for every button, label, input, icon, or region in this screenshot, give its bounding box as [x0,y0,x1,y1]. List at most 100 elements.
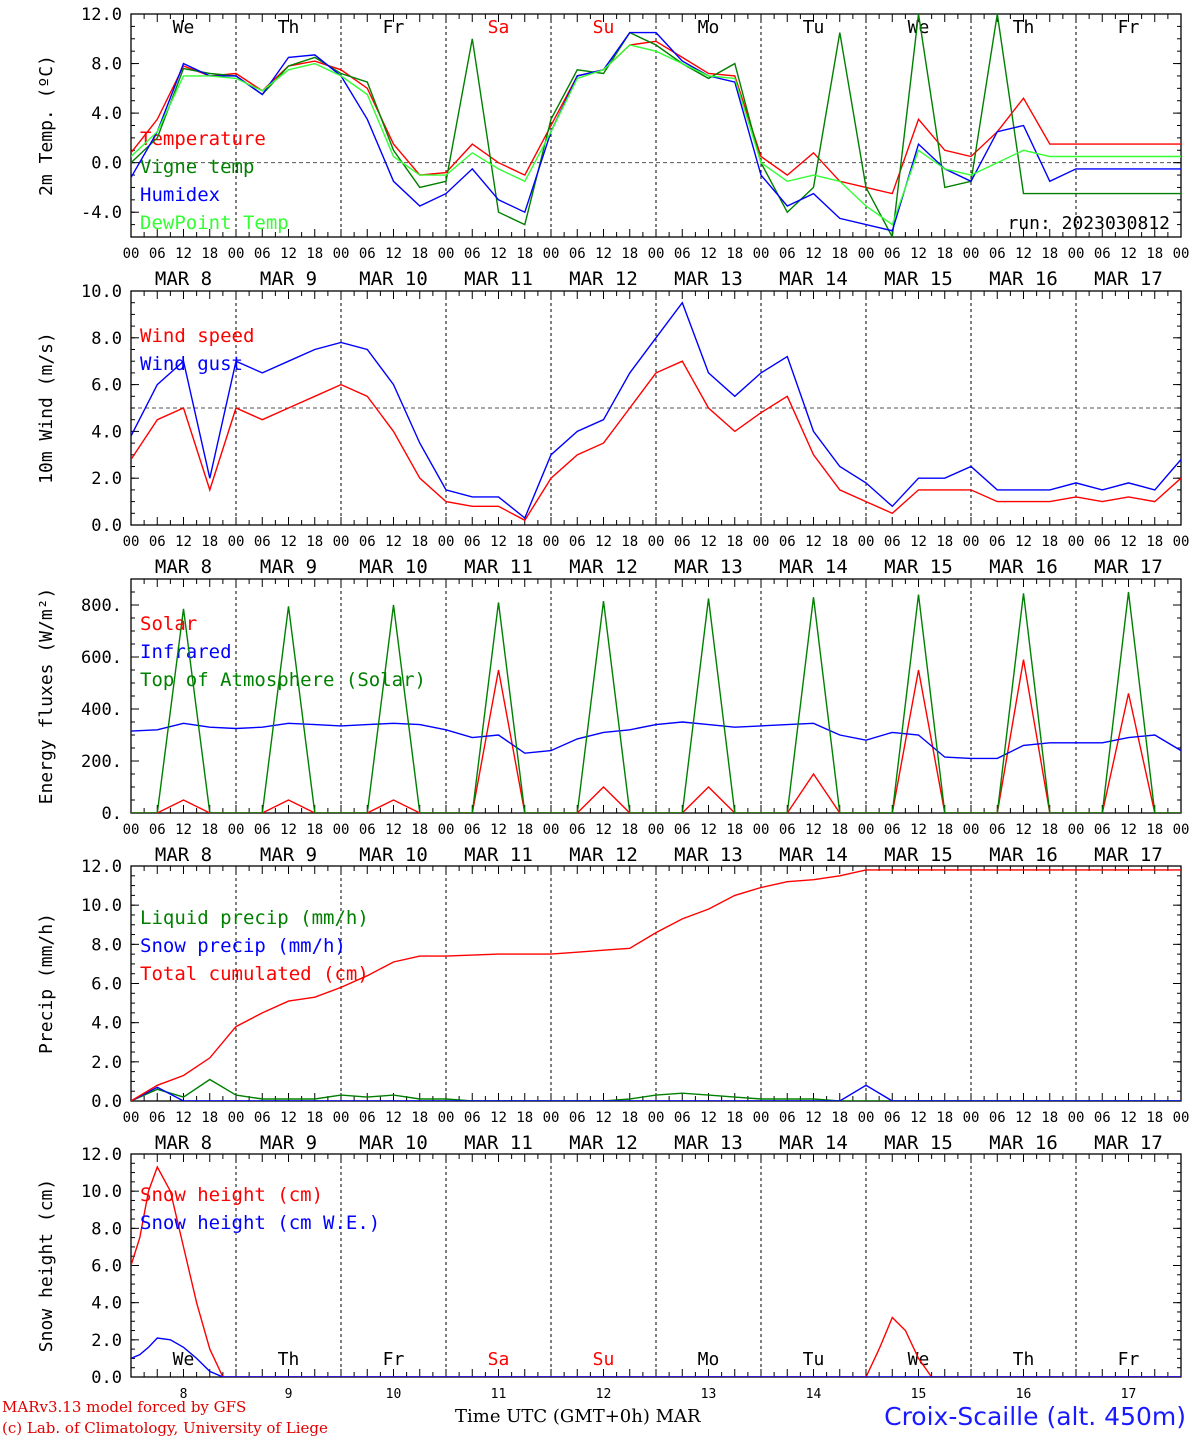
hour-label: 12 [805,246,822,262]
date-label: MAR 17 [1094,268,1163,290]
hour-label: 18 [936,822,953,838]
y-tick-label: 4.0 [91,1014,122,1034]
hour-label: 00 [858,1110,875,1126]
date-label: MAR 8 [155,556,212,578]
hour-label: 00 [963,246,980,262]
hour-label: 00 [543,1110,560,1126]
legend-entry: Snow precip (mm/h) [140,935,346,957]
hour-label: 00 [123,822,140,838]
date-label: MAR 13 [674,556,743,578]
hour-label: 18 [936,246,953,262]
hour-label: 06 [674,1110,691,1126]
date-label: MAR 11 [464,1132,533,1154]
date-label: MAR 10 [359,844,428,866]
y-axis-label: Energy fluxes (W/m²) [36,588,57,805]
model-credit: MARv3.13 model forced by GFS [2,1398,247,1416]
legend-entry: Infrared [140,641,232,663]
hour-label: 06 [884,534,901,550]
series-line-2 [131,14,1181,237]
day-number-label: 16 [1016,1387,1032,1402]
hour-label: 12 [280,246,297,262]
legend-entry: Top of Atmosphere (Solar) [140,669,426,691]
date-label: MAR 16 [989,268,1058,290]
day-number-label: 12 [596,1387,612,1402]
hour-label: 00 [333,1110,350,1126]
hour-label: 06 [1094,822,1111,838]
weekday-label: Fr [1118,17,1140,38]
hour-label: 06 [359,822,376,838]
hour-label: 06 [254,822,271,838]
time-axis-label: Time UTC (GMT+0h) MAR [455,1406,701,1427]
legend-entry: Total cumulated (cm) [140,963,369,985]
hour-label: 00 [543,822,560,838]
hour-label: 06 [989,822,1006,838]
hour-label: 06 [1094,246,1111,262]
legend-entry: Snow height (cm W.E.) [140,1212,380,1234]
hour-label: 12 [595,822,612,838]
date-label: MAR 9 [260,844,317,866]
day-number-label: 11 [491,1387,507,1402]
hour-label: 18 [936,1110,953,1126]
date-label: MAR 14 [779,844,848,866]
y-tick-label: 4.0 [91,422,122,442]
hour-label: 12 [1015,246,1032,262]
hour-label: 12 [175,822,192,838]
hour-label: 18 [621,822,638,838]
hour-label: 12 [280,1110,297,1126]
hour-label: 06 [569,1110,586,1126]
y-tick-label: 600. [81,648,122,668]
date-label: MAR 13 [674,844,743,866]
y-tick-label: 10.0 [81,282,122,302]
hour-label: 00 [858,822,875,838]
weekday-label: Sa [488,1349,510,1370]
hour-label: 18 [1041,246,1058,262]
date-label: MAR 16 [989,844,1058,866]
hour-label: 18 [621,1110,638,1126]
date-label: MAR 10 [359,1132,428,1154]
hour-label: 18 [306,1110,323,1126]
date-label: MAR 15 [884,844,953,866]
hour-label: 00 [123,246,140,262]
hour-label: 18 [1041,822,1058,838]
hour-label: 06 [779,1110,796,1126]
hour-label: 06 [569,246,586,262]
y-tick-label: 0.0 [91,1092,122,1112]
hour-label: 12 [490,534,507,550]
hour-label: 00 [963,534,980,550]
hour-label: 06 [989,246,1006,262]
hour-label: 12 [1015,822,1032,838]
hour-label: 12 [910,534,927,550]
hour-label: 00 [753,534,770,550]
hour-label: 18 [201,822,218,838]
date-label: MAR 14 [779,1132,848,1154]
y-axis-label: Precip (mm/h) [36,913,57,1054]
hour-label: 12 [1120,1110,1137,1126]
hour-label: 06 [464,1110,481,1126]
y-tick-label: 800. [81,596,122,616]
hour-label: 06 [569,822,586,838]
hour-label: 06 [779,534,796,550]
hour-label: 00 [1173,822,1190,838]
hour-label: 12 [700,1110,717,1126]
weekday-label: Fr [1118,1349,1140,1370]
hour-label: 18 [1146,1110,1163,1126]
hour-label: 06 [464,246,481,262]
hour-label: 18 [621,246,638,262]
y-tick-label: 0.0 [91,516,122,536]
weekday-label: Tu [803,1349,825,1370]
hour-label: 12 [805,534,822,550]
hour-label: 00 [228,246,245,262]
hour-label: 00 [123,1110,140,1126]
series-line-2 [131,721,1181,760]
hour-label: 06 [464,822,481,838]
hour-label: 18 [201,1110,218,1126]
series-line-3 [131,869,1181,1101]
hour-label: 18 [726,822,743,838]
hour-label: 12 [280,822,297,838]
y-tick-label: 2.0 [91,1053,122,1073]
hour-label: 18 [411,1110,428,1126]
y-tick-label: 6.0 [91,1257,122,1277]
hour-label: 12 [490,822,507,838]
hour-label: 00 [963,1110,980,1126]
hour-label: 18 [831,534,848,550]
